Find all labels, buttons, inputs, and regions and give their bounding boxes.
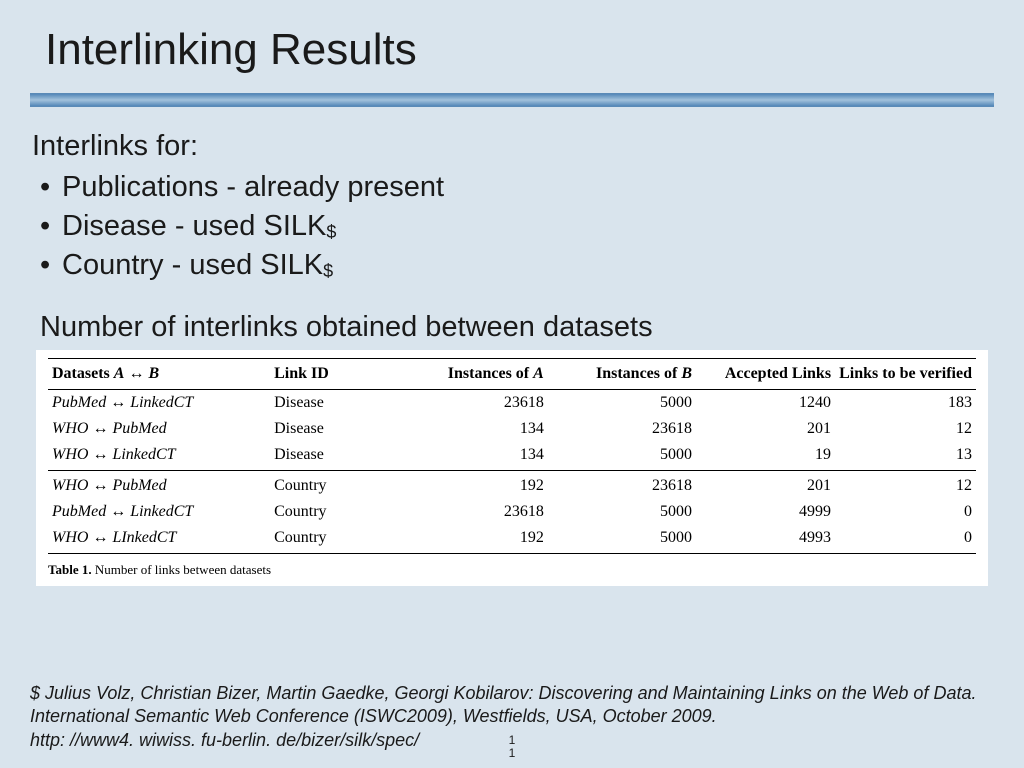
cell-acc: 4999 (696, 499, 835, 525)
cell-ib: 5000 (548, 525, 696, 554)
cell-ib: 23618 (548, 470, 696, 499)
caption-text: Number of links between datasets (95, 562, 271, 577)
cell-ib: 5000 (548, 389, 696, 416)
table-row: WHO ↔ LinkedCT Disease 134 5000 19 13 (48, 442, 976, 471)
table-caption: Table 1. Number of links between dataset… (48, 554, 976, 578)
dollar-marker: $ (326, 222, 336, 242)
intro-text: Interlinks for: (32, 127, 994, 166)
col-header: Instances of A (400, 358, 548, 389)
table-row: WHO ↔ LInkedCT Country 192 5000 4993 0 (48, 525, 976, 554)
caption-label: Table 1. (48, 562, 92, 577)
table-row: WHO ↔ PubMed Disease 134 23618 201 12 (48, 416, 976, 442)
cell-datasets: WHO ↔ PubMed (48, 470, 270, 499)
cell-datasets: WHO ↔ PubMed (48, 416, 270, 442)
bullet-list: Publications - already present Disease -… (36, 168, 994, 285)
cell-ia: 23618 (400, 499, 548, 525)
cell-ia: 192 (400, 470, 548, 499)
cell-acc: 201 (696, 416, 835, 442)
cell-acc: 19 (696, 442, 835, 471)
slide-container: Interlinking Results Interlinks for: Pub… (0, 0, 1024, 768)
cell-datasets: PubMed ↔ LinkedCT (48, 499, 270, 525)
links-table: Datasets A ↔ B Link ID Instances of A In… (48, 358, 976, 554)
cell-ver: 0 (835, 499, 976, 525)
slide-title: Interlinking Results (30, 25, 994, 85)
cell-ia: 134 (400, 416, 548, 442)
title-divider (30, 93, 994, 107)
table-row: PubMed ↔ LinkedCT Disease 23618 5000 124… (48, 389, 976, 416)
cell-ib: 5000 (548, 499, 696, 525)
table-header: Datasets A ↔ B Link ID Instances of A In… (48, 358, 976, 389)
cell-ib: 23618 (548, 416, 696, 442)
table-wrapper: Datasets A ↔ B Link ID Instances of A In… (36, 350, 988, 586)
cell-ver: 0 (835, 525, 976, 554)
cell-acc: 1240 (696, 389, 835, 416)
table-row: PubMed ↔ LinkedCT Country 23618 5000 499… (48, 499, 976, 525)
bullet-item: Country - used SILK$ (36, 246, 994, 285)
cell-ver: 183 (835, 389, 976, 416)
cell-ver: 12 (835, 416, 976, 442)
table-body: PubMed ↔ LinkedCT Disease 23618 5000 124… (48, 389, 976, 553)
cell-ia: 23618 (400, 389, 548, 416)
bullet-text: Disease - used SILK (62, 210, 326, 242)
col-header: Links to be verified (835, 358, 976, 389)
cell-linkid: Country (270, 470, 400, 499)
page-num-bottom: 1 (509, 746, 516, 760)
cell-linkid: Country (270, 499, 400, 525)
table-row: WHO ↔ PubMed Country 192 23618 201 12 (48, 470, 976, 499)
body-content: Interlinks for: Publications - already p… (30, 127, 994, 286)
header-row: Datasets A ↔ B Link ID Instances of A In… (48, 358, 976, 389)
cell-linkid: Disease (270, 442, 400, 471)
title-container: Interlinking Results (30, 25, 994, 85)
cell-linkid: Country (270, 525, 400, 554)
cell-ib: 5000 (548, 442, 696, 471)
cell-datasets: WHO ↔ LinkedCT (48, 442, 270, 471)
cell-datasets: WHO ↔ LInkedCT (48, 525, 270, 554)
col-header: Datasets A ↔ B (48, 358, 270, 389)
col-header: Accepted Links (696, 358, 835, 389)
cell-linkid: Disease (270, 389, 400, 416)
cell-ia: 134 (400, 442, 548, 471)
bullet-item: Disease - used SILK$ (36, 207, 994, 246)
cell-ver: 12 (835, 470, 976, 499)
cell-acc: 4993 (696, 525, 835, 554)
page-number: 1 1 (509, 734, 516, 760)
cell-acc: 201 (696, 470, 835, 499)
cell-linkid: Disease (270, 416, 400, 442)
cell-datasets: PubMed ↔ LinkedCT (48, 389, 270, 416)
bullet-text: Country - used SILK (62, 249, 323, 281)
dollar-marker: $ (323, 261, 333, 281)
cell-ia: 192 (400, 525, 548, 554)
col-header: Link ID (270, 358, 400, 389)
col-header: Instances of B (548, 358, 696, 389)
table-subtitle: Number of interlinks obtained between da… (30, 311, 994, 344)
bullet-item: Publications - already present (36, 168, 994, 207)
cell-ver: 13 (835, 442, 976, 471)
page-num-top: 1 (509, 733, 516, 747)
bullet-text: Publications - already present (62, 171, 444, 203)
